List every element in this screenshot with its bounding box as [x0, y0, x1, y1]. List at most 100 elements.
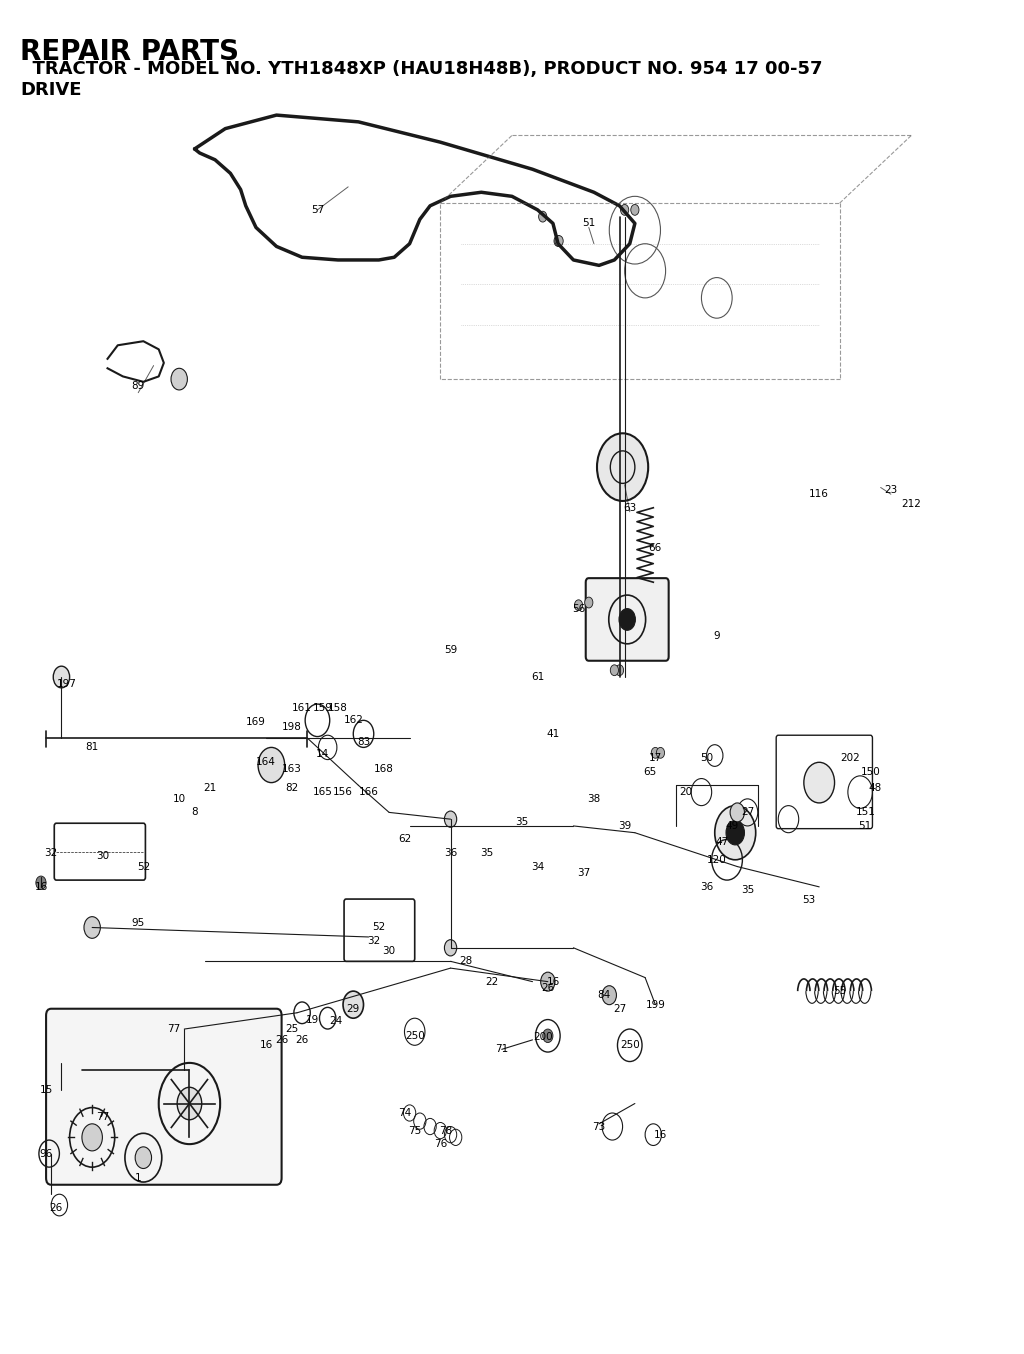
- Text: 51: 51: [859, 821, 871, 831]
- Text: 250: 250: [620, 1040, 640, 1051]
- Text: 27: 27: [613, 1003, 626, 1014]
- Circle shape: [615, 665, 624, 676]
- Text: 84: 84: [598, 990, 610, 1001]
- Text: 21: 21: [204, 783, 216, 793]
- Text: 29: 29: [347, 1003, 359, 1014]
- Text: 55: 55: [834, 986, 846, 997]
- Text: 162: 162: [343, 715, 364, 726]
- Text: 164: 164: [256, 757, 276, 768]
- Text: 169: 169: [246, 716, 266, 727]
- Text: 82: 82: [286, 783, 298, 793]
- FancyBboxPatch shape: [46, 1009, 282, 1185]
- Text: 78: 78: [439, 1125, 452, 1136]
- Text: 16: 16: [260, 1040, 272, 1051]
- Circle shape: [715, 806, 756, 860]
- Text: 200: 200: [532, 1032, 553, 1043]
- Text: 22: 22: [485, 976, 498, 987]
- Circle shape: [82, 1124, 102, 1151]
- Text: 116: 116: [809, 489, 829, 500]
- Text: 37: 37: [578, 868, 590, 879]
- Text: TRACTOR - MODEL NO. YTH1848XP (HAU18H48B), PRODUCT NO. 954 17 00-57: TRACTOR - MODEL NO. YTH1848XP (HAU18H48B…: [20, 60, 823, 77]
- Circle shape: [621, 204, 629, 215]
- Text: 52: 52: [137, 861, 150, 872]
- Circle shape: [651, 747, 659, 758]
- Circle shape: [610, 665, 618, 676]
- Text: 30: 30: [96, 850, 109, 861]
- Text: 38: 38: [588, 793, 600, 804]
- Text: 56: 56: [572, 604, 585, 615]
- Text: 30: 30: [383, 945, 395, 956]
- Text: 17: 17: [649, 753, 662, 764]
- Text: 74: 74: [398, 1108, 411, 1118]
- Text: 35: 35: [741, 884, 754, 895]
- Text: 83: 83: [357, 737, 370, 747]
- Text: 41: 41: [547, 728, 559, 739]
- Text: 62: 62: [398, 834, 411, 845]
- Text: 81: 81: [86, 742, 98, 753]
- Text: 32: 32: [45, 848, 57, 858]
- Text: 34: 34: [531, 861, 544, 872]
- Circle shape: [444, 940, 457, 956]
- Circle shape: [177, 1087, 202, 1120]
- Text: 73: 73: [593, 1121, 605, 1132]
- Text: 150: 150: [860, 766, 881, 777]
- Text: 77: 77: [168, 1024, 180, 1034]
- Circle shape: [597, 433, 648, 501]
- Text: 19: 19: [306, 1014, 318, 1025]
- Text: 1: 1: [135, 1173, 141, 1183]
- Text: 47: 47: [716, 837, 728, 848]
- Text: 26: 26: [275, 1034, 288, 1045]
- Text: 77: 77: [96, 1112, 109, 1122]
- Text: 250: 250: [404, 1030, 425, 1041]
- Text: 14: 14: [316, 749, 329, 760]
- Text: 27: 27: [741, 807, 754, 818]
- Text: 35: 35: [480, 848, 493, 858]
- Circle shape: [541, 972, 555, 991]
- Circle shape: [618, 609, 635, 631]
- Text: 49: 49: [726, 821, 738, 831]
- Text: 63: 63: [624, 502, 636, 513]
- Text: DRIVE: DRIVE: [20, 81, 82, 99]
- Text: 212: 212: [901, 498, 922, 509]
- Text: 52: 52: [373, 922, 385, 933]
- Text: 96: 96: [40, 1148, 52, 1159]
- Circle shape: [574, 600, 583, 611]
- Circle shape: [585, 597, 593, 608]
- Text: 199: 199: [645, 999, 666, 1010]
- Circle shape: [726, 821, 744, 845]
- Circle shape: [539, 211, 547, 222]
- Text: 26: 26: [542, 983, 554, 994]
- Text: 26: 26: [50, 1202, 62, 1213]
- Text: 76: 76: [434, 1139, 446, 1150]
- Text: 168: 168: [374, 764, 394, 774]
- Text: 35: 35: [516, 816, 528, 827]
- Text: 156: 156: [333, 787, 353, 798]
- Circle shape: [53, 666, 70, 688]
- Text: 165: 165: [312, 787, 333, 798]
- Text: 36: 36: [444, 848, 457, 858]
- Text: 57: 57: [311, 204, 324, 215]
- Text: 120: 120: [707, 854, 727, 865]
- Circle shape: [554, 236, 562, 246]
- Text: 159: 159: [312, 703, 333, 714]
- Circle shape: [343, 991, 364, 1018]
- Text: 75: 75: [409, 1125, 421, 1136]
- Circle shape: [602, 986, 616, 1005]
- Text: 28: 28: [460, 956, 472, 967]
- Text: 23: 23: [885, 485, 897, 496]
- Text: 32: 32: [368, 936, 380, 946]
- Text: 39: 39: [618, 821, 631, 831]
- Text: 15: 15: [40, 1085, 52, 1095]
- Text: 10: 10: [173, 793, 185, 804]
- Text: 202: 202: [840, 753, 860, 764]
- Text: 16: 16: [547, 976, 559, 987]
- Text: 166: 166: [358, 787, 379, 798]
- Text: 161: 161: [292, 703, 312, 714]
- Text: 16: 16: [654, 1129, 667, 1140]
- Text: 163: 163: [282, 764, 302, 774]
- Text: 9: 9: [714, 631, 720, 642]
- Circle shape: [555, 236, 563, 246]
- Text: 24: 24: [330, 1016, 342, 1026]
- Circle shape: [444, 811, 457, 827]
- Text: 61: 61: [531, 672, 544, 682]
